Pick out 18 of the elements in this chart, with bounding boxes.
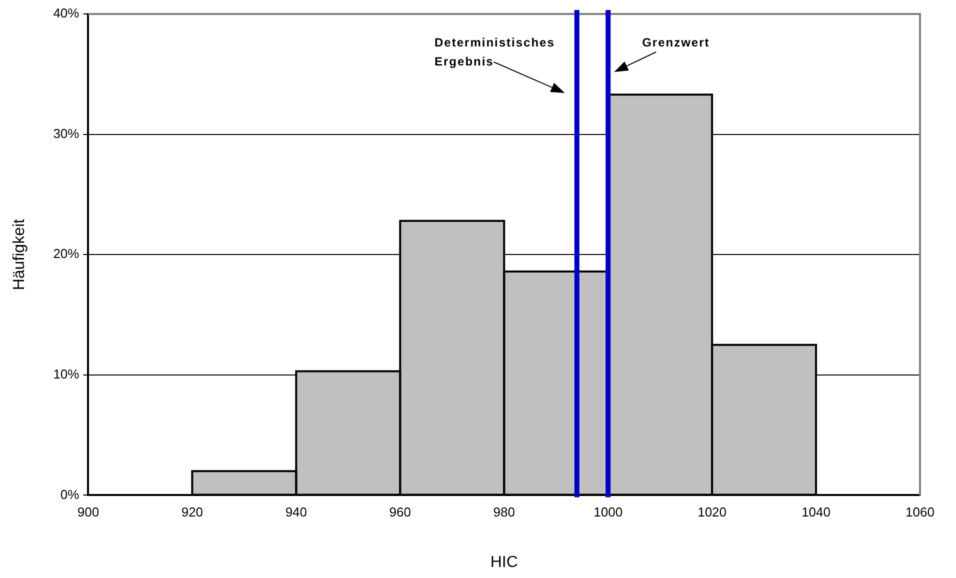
ref-line-label: Deterministisches Ergebnis (434, 35, 555, 68)
y-tick-label: 40% (53, 6, 80, 21)
ref-line-label: Grenzwert (642, 35, 710, 50)
y-tick-label: 10% (53, 366, 80, 382)
x-tick-label: 960 (389, 504, 411, 520)
x-tick-label: 1020 (698, 504, 727, 520)
y-tick-label: 30% (53, 126, 80, 141)
x-tick-label: 920 (181, 504, 204, 520)
y-tick-label: 20% (53, 246, 80, 262)
y-axis-title: Häufigkeit (11, 218, 28, 290)
x-tick-label: 1000 (594, 504, 623, 520)
x-tick-label: 1060 (906, 504, 934, 520)
x-axis-title: HIC (490, 554, 518, 571)
x-tick-label: 900 (77, 504, 100, 520)
y-tick-label: 0% (60, 486, 80, 502)
x-tick-label: 940 (285, 504, 308, 520)
x-tick-label: 980 (493, 504, 515, 520)
x-tick-label: 1040 (802, 504, 830, 520)
